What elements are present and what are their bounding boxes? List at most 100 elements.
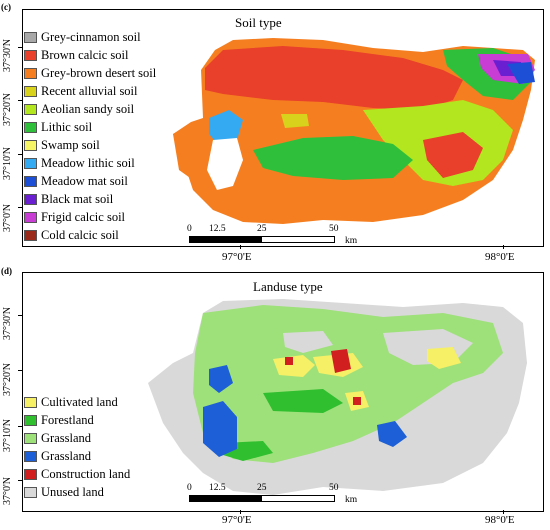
landuse-lat-label-0: 37°30'N: [2, 306, 13, 340]
soil-legend-swatch: [24, 157, 37, 169]
soil-legend-item: Brown calcic soil: [24, 46, 156, 64]
soil-legend-label: Lithic soil: [41, 119, 93, 134]
soil-legend-item: Grey-brown desert soil: [24, 64, 156, 82]
soil-region-void: [207, 138, 243, 190]
landuse-legend-swatch: [24, 396, 37, 408]
soil-legend-item: Lithic soil: [24, 118, 156, 136]
soil-legend-label: Brown calcic soil: [41, 47, 129, 62]
landuse-legend-label: Grassland: [41, 430, 91, 445]
landuse-legend-label: Forestland: [41, 412, 94, 427]
soil-region-west: [173, 120, 205, 180]
soil-legend-label: Meadow lithic soil: [41, 155, 135, 170]
soil-legend-swatch: [24, 193, 37, 205]
landuse-lon-tick-1: [503, 510, 504, 514]
soil-lat-tick-3: [18, 207, 22, 208]
landuse-scale-seg-2: [261, 495, 335, 502]
soil-lon-label-1: 98°0'E: [485, 251, 515, 263]
landuse-scale-seg-1: [189, 495, 263, 502]
landuse-region-cultivated-1: [273, 355, 315, 377]
soil-legend: Grey-cinnamon soil Brown calcic soil Grey-…: [24, 28, 156, 244]
soil-legend-label: Aeolian sandy soil: [41, 101, 135, 116]
landuse-lon-tick-0: [240, 510, 241, 514]
landuse-scale-tick-2: 25: [257, 483, 267, 493]
landuse-lat-tick-3: [18, 480, 22, 481]
soil-legend-label: Grey-brown desert soil: [41, 65, 157, 80]
landuse-legend-label: Grassland: [41, 448, 91, 463]
soil-legend-item: Frigid calcic soil: [24, 208, 156, 226]
landuse-region-construction-1: [331, 349, 351, 373]
soil-legend-swatch: [24, 67, 37, 79]
soil-legend-label: Frigid calcic soil: [41, 209, 126, 224]
soil-lat-tick-2: [18, 154, 22, 155]
soil-legend-item: Meadow mat soil: [24, 172, 156, 190]
soil-lat-label-2: 37°10'N: [2, 146, 13, 180]
landuse-region-blue-1: [203, 401, 237, 457]
soil-scale-unit: km: [345, 236, 358, 246]
landuse-legend-label: Construction land: [41, 466, 131, 481]
landuse-map-title: Landuse type: [253, 279, 323, 294]
soil-map-title: Soil type: [235, 15, 282, 30]
landuse-legend-item: Cultivated land: [24, 393, 130, 411]
soil-map-frame: Soil type Grey-cinnamon soil Brown calcic…: [22, 9, 544, 247]
soil-lon-tick-1: [503, 245, 504, 249]
soil-legend-label: Swamp soil: [41, 137, 100, 152]
landuse-lon-label-0: 97°0'E: [222, 514, 252, 526]
soil-legend-item: Meadow lithic soil: [24, 154, 156, 172]
soil-legend-item: Grey-cinnamon soil: [24, 28, 156, 46]
landuse-legend-swatch: [24, 468, 37, 480]
soil-legend-label: Meadow mat soil: [41, 173, 128, 188]
soil-legend-label: Black mat soil: [41, 191, 114, 206]
landuse-lat-tick-2: [18, 426, 22, 427]
landuse-region-unused-3: [283, 331, 333, 353]
landuse-legend-item: Grassland: [24, 447, 130, 465]
soil-legend-swatch: [24, 121, 37, 133]
soil-legend-label: Recent alluvial soil: [41, 83, 138, 98]
soil-region-meadow-mat: [507, 62, 535, 84]
soil-scale-tick-0: 0: [187, 224, 192, 234]
soil-legend-swatch: [24, 31, 37, 43]
soil-legend-label: Grey-cinnamon soil: [41, 29, 141, 44]
soil-legend-item: Black mat soil: [24, 190, 156, 208]
soil-map-graphic: [173, 38, 535, 224]
landuse-lat-label-3: 37°0'N: [2, 476, 13, 505]
panel-d-tag: (d): [1, 266, 12, 276]
landuse-lat-label-2: 37°10'N: [2, 418, 13, 452]
soil-scale-tick-2: 25: [257, 224, 267, 234]
soil-region-meadow-lithic: [209, 110, 243, 146]
landuse-legend-swatch: [24, 450, 37, 462]
landuse-region-forest-1: [263, 389, 343, 413]
soil-scale-tick-3: 50: [329, 224, 339, 234]
soil-lon-label-0: 97°0'E: [222, 251, 252, 263]
soil-legend-swatch: [24, 85, 37, 97]
soil-lat-label-0: 37°30'N: [2, 38, 13, 72]
soil-legend-item: Aeolian sandy soil: [24, 100, 156, 118]
landuse-map-frame: Landuse type Cultivated land Forestland Gr…: [22, 272, 544, 512]
landuse-legend-swatch: [24, 432, 37, 444]
landuse-legend-item: Grassland: [24, 429, 130, 447]
landuse-lat-tick-1: [18, 370, 22, 371]
soil-region-lithic-central: [253, 136, 413, 180]
landuse-legend-swatch: [24, 486, 37, 498]
landuse-region-construction-3: [353, 397, 361, 405]
soil-legend-swatch: [24, 211, 37, 223]
soil-lat-label-3: 37°0'N: [2, 203, 13, 232]
landuse-scale-unit: km: [345, 495, 358, 505]
landuse-legend-label: Cultivated land: [41, 394, 118, 409]
soil-region-brown-east: [423, 132, 483, 178]
soil-legend-item: Recent alluvial soil: [24, 82, 156, 100]
soil-lat-tick-0: [18, 47, 22, 48]
landuse-lat-tick-0: [18, 315, 22, 316]
soil-legend-swatch: [24, 229, 37, 241]
landuse-region-blue-3: [377, 421, 407, 447]
landuse-legend-label: Unused land: [41, 484, 104, 499]
landuse-legend: Cultivated land Forestland Grassland Grassl…: [24, 393, 130, 501]
soil-legend-item: Cold calcic soil: [24, 226, 156, 244]
landuse-legend-item: Unused land: [24, 483, 130, 501]
soil-legend-swatch: [24, 175, 37, 187]
soil-lat-tick-1: [18, 100, 22, 101]
landuse-region-construction-2: [285, 357, 293, 365]
landuse-legend-item: Forestland: [24, 411, 130, 429]
soil-legend-swatch: [24, 103, 37, 115]
landuse-scale-tick-3: 50: [329, 483, 339, 493]
landuse-region-blue-2: [209, 365, 233, 393]
